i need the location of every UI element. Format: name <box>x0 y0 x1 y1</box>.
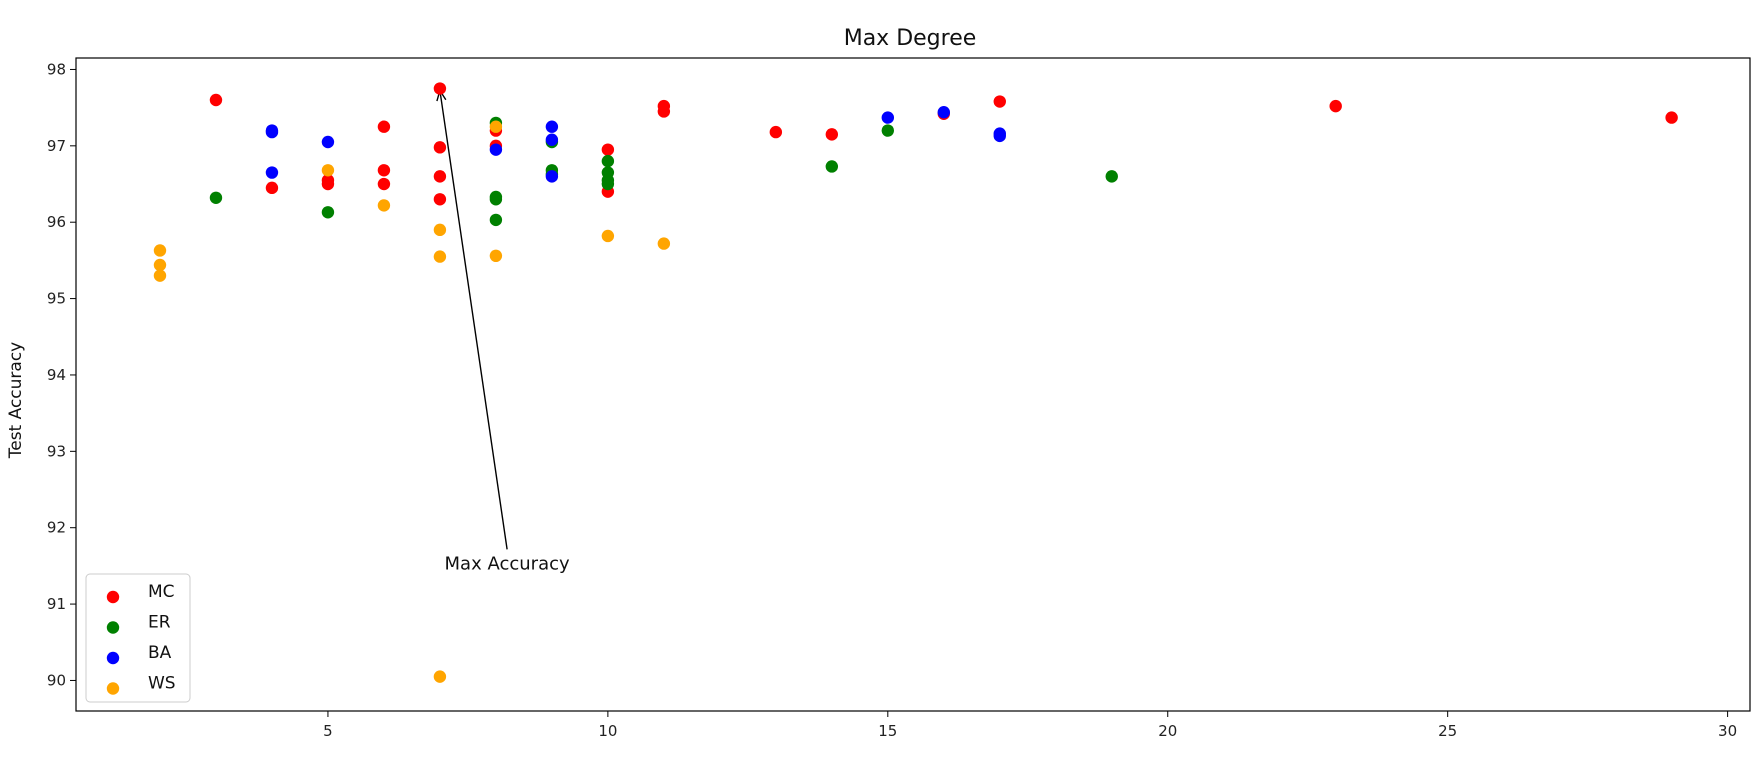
data-points <box>153 82 1678 683</box>
legend-marker-er <box>106 621 120 634</box>
y-tick-label: 98 <box>47 60 66 78</box>
data-point-er <box>489 193 503 206</box>
data-point-mc <box>769 125 783 139</box>
data-point-er <box>601 154 615 168</box>
data-point-mc <box>993 95 1006 108</box>
data-point-ws <box>433 223 447 237</box>
data-point-er <box>321 206 335 219</box>
data-point-ws <box>321 164 335 177</box>
data-point-mc <box>265 181 279 195</box>
y-tick-label: 95 <box>47 290 66 308</box>
data-point-mc <box>377 164 391 177</box>
data-point-ws <box>601 229 615 243</box>
data-point-mc <box>601 143 615 156</box>
data-point-mc <box>377 177 391 191</box>
data-point-ws <box>433 670 447 683</box>
legend-marker-ws <box>106 682 120 695</box>
data-point-mc <box>1329 99 1342 113</box>
data-point-ws <box>489 249 503 263</box>
annotation-label: Max Accuracy <box>445 553 570 574</box>
legend-marker-ba <box>106 651 120 665</box>
plot-area <box>75 57 1751 712</box>
data-point-ba <box>265 166 279 179</box>
legend: MC ER BA WS <box>85 573 191 703</box>
data-point-er <box>209 191 223 204</box>
data-point-er <box>881 124 895 137</box>
data-point-mc <box>209 93 223 107</box>
x-tick-label: 15 <box>878 722 897 740</box>
y-tick-label: 93 <box>47 442 66 460</box>
data-point-mc <box>377 120 391 133</box>
data-point-mc <box>433 82 447 95</box>
data-point-ba <box>881 111 895 124</box>
legend-marker-mc <box>106 590 120 604</box>
data-point-ws <box>433 250 447 263</box>
data-point-ba <box>545 133 559 146</box>
data-point-mc <box>321 177 335 191</box>
y-tick-label: 90 <box>47 671 66 689</box>
x-tick-label: 30 <box>1718 722 1737 740</box>
data-point-mc <box>657 105 671 118</box>
plot-frame <box>75 57 1751 712</box>
data-point-ba <box>265 125 279 139</box>
data-point-er <box>489 213 503 227</box>
data-point-ba <box>545 120 559 133</box>
series-ws <box>153 120 671 683</box>
y-axis-label: Test Accuracy <box>6 342 26 460</box>
data-point-er <box>601 177 615 191</box>
x-tick-label: 25 <box>1438 722 1457 740</box>
data-point-ba <box>937 106 950 119</box>
legend-label-ws: WS <box>148 674 176 694</box>
data-point-mc <box>433 193 447 206</box>
data-point-ws <box>657 237 671 250</box>
data-point-ws <box>489 120 503 133</box>
data-point-mc <box>433 170 447 183</box>
data-point-ba <box>993 129 1006 143</box>
x-tick-label: 20 <box>1158 722 1177 740</box>
data-point-ws <box>153 244 167 257</box>
max-accuracy-annotation: Max Accuracy <box>436 88 570 574</box>
data-point-mc <box>433 141 447 154</box>
x-tick-label: 10 <box>598 722 617 740</box>
data-point-er <box>825 160 839 173</box>
data-point-ba <box>321 135 335 149</box>
legend-label-mc: MC <box>148 582 175 602</box>
data-point-ba <box>545 170 559 183</box>
data-point-er <box>1105 170 1118 183</box>
y-tick-label: 94 <box>47 366 66 384</box>
y-axis-ticks: 90 91 92 93 94 95 96 97 98 <box>47 60 76 689</box>
y-tick-label: 92 <box>47 519 66 537</box>
x-tick-label: 5 <box>323 722 333 740</box>
chart-title: Max Degree <box>844 26 977 51</box>
data-point-ws <box>153 258 167 272</box>
data-point-ws <box>377 199 391 212</box>
y-tick-label: 91 <box>47 595 66 613</box>
series-ba <box>265 106 1006 183</box>
y-tick-label: 96 <box>47 213 66 231</box>
data-point-mc <box>1665 111 1678 124</box>
data-point-ws <box>153 269 167 282</box>
annotation-arrow-line <box>439 90 508 550</box>
legend-label-ba: BA <box>148 643 172 663</box>
y-tick-label: 97 <box>47 137 66 155</box>
data-point-mc <box>825 128 839 141</box>
legend-label-er: ER <box>148 613 171 633</box>
data-point-ba <box>489 143 503 156</box>
legend-box <box>85 573 191 703</box>
x-axis-ticks: 5 10 15 20 25 30 <box>323 711 1737 740</box>
